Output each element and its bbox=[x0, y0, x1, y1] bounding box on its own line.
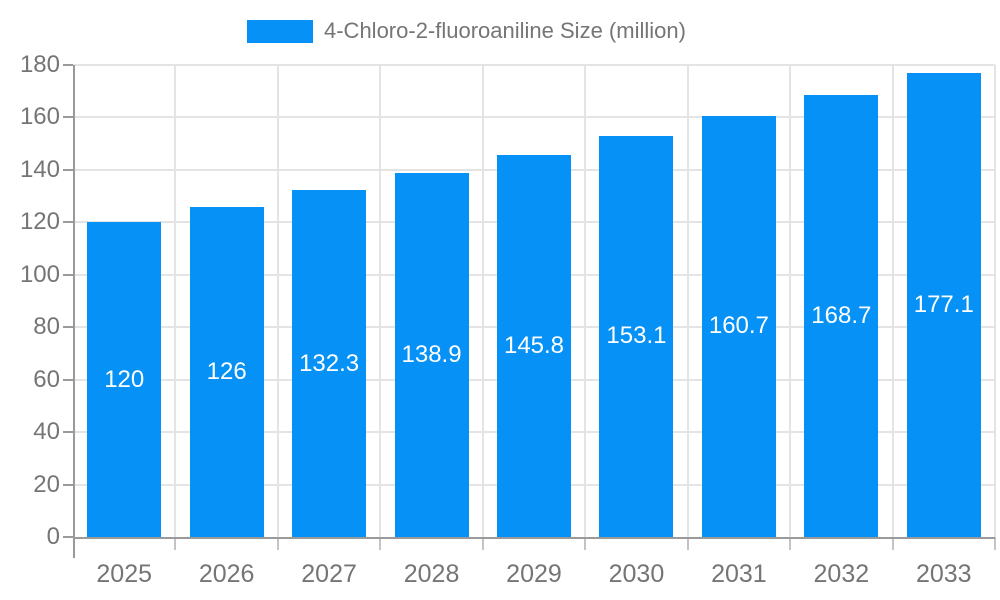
gridline-vertical bbox=[789, 65, 792, 539]
bar-2031: 160.7 bbox=[701, 115, 776, 537]
gridline-vertical bbox=[276, 65, 279, 539]
x-axis-category-label: 2030 bbox=[608, 560, 665, 588]
bar-2025: 120 bbox=[87, 222, 162, 537]
bar-value-label: 138.9 bbox=[401, 340, 462, 368]
x-axis-category-label: 2029 bbox=[506, 560, 562, 588]
y-axis-tick-label: 140 bbox=[19, 155, 60, 183]
x-axis-tick bbox=[891, 537, 894, 550]
bar-2028: 138.9 bbox=[394, 172, 469, 537]
y-axis-tick bbox=[63, 168, 73, 171]
y-axis-tick-label: 80 bbox=[33, 313, 60, 341]
legend-label: 4-Chloro-2-fluoroaniline Size (million) bbox=[324, 18, 686, 43]
gridline-vertical bbox=[994, 65, 996, 539]
y-axis-tick bbox=[63, 378, 73, 381]
gridline-horizontal bbox=[73, 116, 995, 119]
bar-value-label: 153.1 bbox=[606, 322, 667, 350]
gridline-horizontal bbox=[73, 64, 995, 66]
x-axis-category-label: 2025 bbox=[96, 560, 153, 588]
bar-value-label: 145.8 bbox=[503, 331, 565, 359]
gridline-vertical bbox=[686, 65, 689, 539]
bar-value-label: 168.7 bbox=[811, 301, 872, 329]
x-axis-tick bbox=[481, 537, 484, 550]
gridline-vertical bbox=[481, 65, 484, 539]
y-axis-tick-label: 180 bbox=[19, 51, 60, 78]
x-axis-category-label: 2027 bbox=[301, 560, 357, 588]
gridline-vertical bbox=[584, 65, 587, 539]
legend-item[interactable]: 4-Chloro-2-fluoroaniline Size (million) bbox=[247, 19, 686, 43]
y-axis-tick bbox=[63, 536, 73, 538]
gridline-vertical bbox=[174, 65, 177, 539]
bar-2029: 145.8 bbox=[497, 154, 571, 537]
gridline-vertical bbox=[891, 65, 894, 539]
y-axis-tick-label: 0 bbox=[46, 523, 60, 550]
x-axis-category-label: 2032 bbox=[813, 560, 870, 588]
x-axis-tick bbox=[686, 537, 689, 550]
bar-value-label: 126 bbox=[206, 357, 247, 385]
bar-2032: 168.7 bbox=[804, 94, 879, 537]
x-axis-category-label: 2031 bbox=[711, 560, 767, 588]
y-axis-tick-label: 20 bbox=[33, 470, 60, 498]
y-axis-tick-label: 160 bbox=[19, 103, 60, 131]
y-axis-tick-label: 100 bbox=[19, 260, 60, 288]
bar-2033: 177.1 bbox=[906, 72, 981, 537]
x-axis-tick bbox=[379, 537, 382, 550]
legend-swatch-icon bbox=[247, 19, 313, 43]
bar-value-label: 132.3 bbox=[299, 349, 360, 377]
bar-2026: 126 bbox=[189, 206, 264, 537]
y-axis-tick bbox=[63, 431, 73, 434]
y-axis-line bbox=[73, 65, 75, 558]
y-axis-tick bbox=[63, 326, 73, 329]
bar-2027: 132.3 bbox=[292, 190, 367, 537]
x-axis-tick bbox=[584, 537, 587, 550]
x-axis-category-label: 2026 bbox=[198, 560, 255, 588]
bar-value-label: 177.1 bbox=[913, 290, 974, 318]
x-axis-line bbox=[73, 537, 995, 539]
y-axis-tick bbox=[63, 64, 73, 66]
y-axis-tick bbox=[63, 116, 73, 119]
plot-area: 0 20 40 60 80 100 120 140 160 180 120 126 132.3 138.9… bbox=[20, 52, 996, 588]
bar-value-label: 120 bbox=[104, 365, 145, 393]
y-axis-tick bbox=[63, 483, 73, 486]
bar-value-label: 160.7 bbox=[708, 312, 769, 340]
y-axis-tick-label: 40 bbox=[33, 418, 60, 446]
x-axis-tick bbox=[276, 537, 279, 550]
y-axis-tick bbox=[63, 273, 73, 276]
x-axis-category-label: 2033 bbox=[915, 560, 972, 588]
y-axis-tick-label: 120 bbox=[19, 208, 60, 236]
bar-2030: 153.1 bbox=[599, 135, 674, 537]
x-axis-tick bbox=[174, 537, 177, 550]
y-axis-tick bbox=[63, 221, 73, 224]
x-axis-tick bbox=[789, 537, 792, 550]
y-axis-tick-label: 60 bbox=[33, 365, 60, 393]
gridline-vertical bbox=[379, 65, 382, 539]
x-axis-category-label: 2028 bbox=[403, 560, 460, 588]
x-axis-tick bbox=[994, 537, 996, 550]
